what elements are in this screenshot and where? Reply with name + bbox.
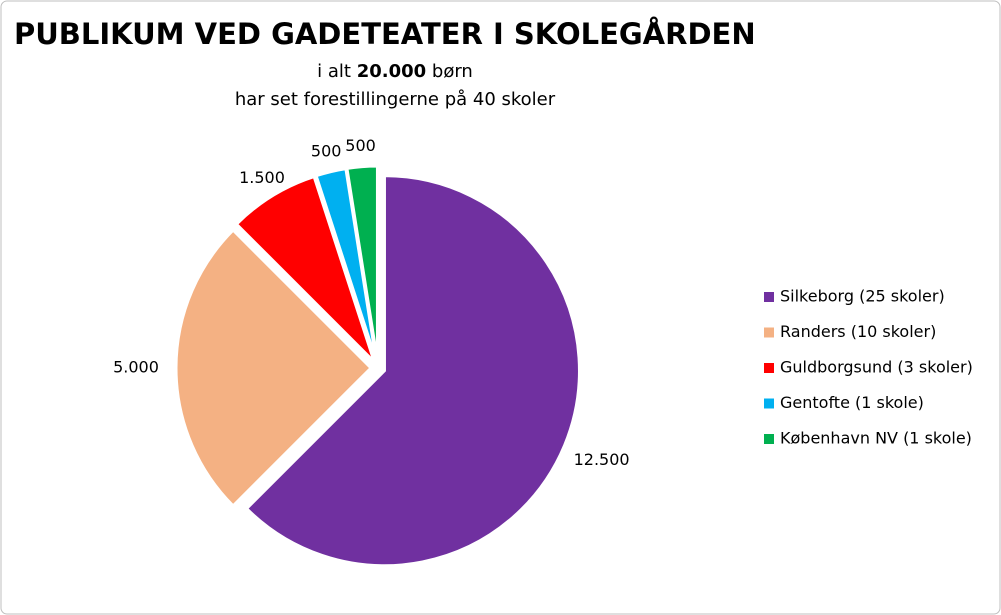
legend-label: Gentofte (1 skole) — [780, 393, 924, 412]
legend-label: Guldborgsund (3 skoler) — [780, 358, 973, 377]
subtitle-part: i alt — [317, 61, 357, 82]
legend-label: Randers (10 skoler) — [780, 322, 936, 341]
data-label: 1.500 — [239, 168, 285, 187]
legend-swatch — [764, 327, 774, 338]
chart-subtitle: har set forestillingerne på 40 skoler — [235, 89, 556, 110]
legend-label: Silkeborg (25 skoler) — [780, 287, 945, 306]
pie-slice — [345, 164, 379, 362]
legend-swatch — [764, 363, 774, 373]
chart-title: PUBLIKUM VED GADETEATER I SKOLEGÅRDEN — [14, 17, 756, 51]
data-label: 500 — [345, 136, 376, 155]
legend-swatch — [764, 434, 774, 444]
data-label: 12.500 — [574, 450, 630, 469]
legend-swatch — [764, 398, 774, 409]
subtitle-part: børn — [426, 61, 473, 82]
data-label: 500 — [311, 142, 342, 161]
data-label: 5.000 — [113, 358, 159, 377]
pie-slice — [174, 227, 374, 509]
legend-swatch — [764, 292, 774, 302]
pie-slice — [244, 174, 581, 568]
chart-subtitle: i alt 20.000 børn — [317, 61, 473, 82]
subtitle-part: 20.000 — [357, 61, 426, 82]
legend-label: København NV (1 skole) — [780, 429, 972, 448]
pie-slice — [234, 174, 376, 364]
